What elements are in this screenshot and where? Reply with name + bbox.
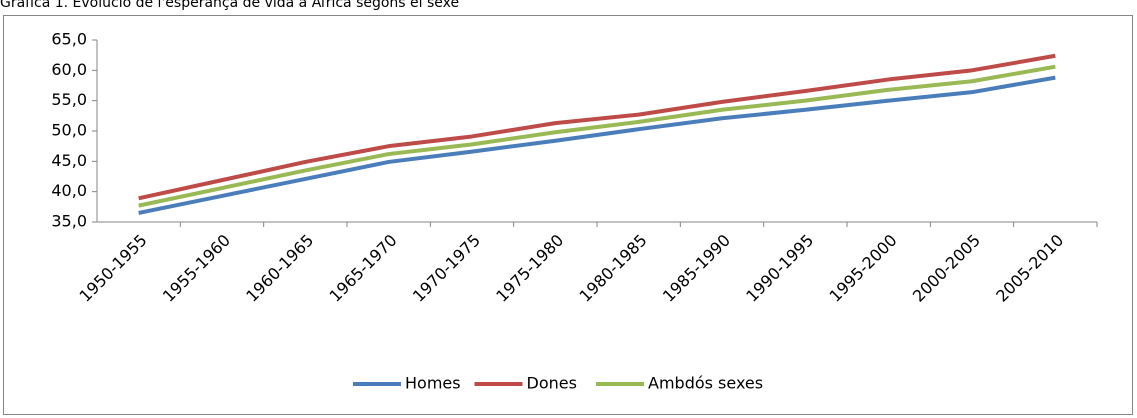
x-tick-label: 1985-1990: [659, 231, 734, 306]
y-tick-label: 35,0: [51, 212, 87, 231]
legend-label: Ambdós sexes: [648, 374, 763, 393]
x-tick-label: 1965-1970: [326, 231, 401, 306]
legend-label: Homes: [405, 374, 461, 393]
x-tick-label: 1955-1960: [159, 231, 234, 306]
chart-title: Gràfica 1. Evolució de l'esperança de vi…: [0, 0, 459, 11]
x-tick-label: 2005-2010: [992, 231, 1067, 306]
series-line: [138, 75, 1056, 215]
x-tick-label: 1970-1975: [409, 231, 484, 306]
x-tick-label: 1950-1955: [76, 231, 151, 306]
x-tick-label: 1975-1980: [492, 231, 567, 306]
x-tick-label: 1995-2000: [826, 231, 901, 306]
y-tick-label: 65,0: [51, 30, 87, 49]
legend-label: Dones: [527, 374, 577, 393]
x-tick-label: 1990-1995: [742, 231, 817, 306]
chart-frame: [3, 15, 1133, 415]
y-tick-label: 45,0: [51, 151, 87, 170]
series-line: [138, 64, 1056, 208]
y-tick-label: 50,0: [51, 121, 87, 140]
x-tick-label: 2000-2005: [909, 231, 984, 306]
y-tick-label: 55,0: [51, 90, 87, 109]
x-tick-label: 1980-1985: [576, 231, 651, 306]
y-tick-label: 40,0: [51, 181, 87, 200]
y-tick-label: 60,0: [51, 60, 87, 79]
x-tick-label: 1960-1965: [242, 231, 317, 306]
series-line: [138, 53, 1056, 201]
